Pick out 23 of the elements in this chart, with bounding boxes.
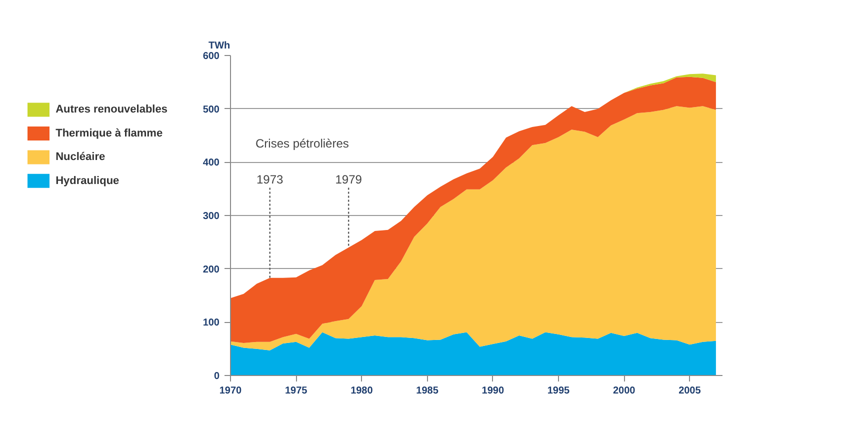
- x-tick-label: 2000: [612, 386, 636, 396]
- legend-label: Hydraulique: [56, 174, 120, 187]
- x-tick-label: 1975: [284, 386, 308, 396]
- x-tick-label: 1980: [350, 386, 374, 396]
- y-axis-title: TWh: [208, 40, 230, 52]
- ref-line-label: 1979: [335, 172, 362, 186]
- y-tick-label: 0: [214, 371, 220, 382]
- y-tick-label: 300: [202, 211, 220, 222]
- y-tick-label: 200: [202, 264, 220, 276]
- annotation: Crises pétrolières: [256, 136, 349, 150]
- legend-label: Autres renouvelables: [56, 104, 168, 116]
- ref-line-label: 1973: [256, 172, 284, 186]
- y-tick-label: 500: [202, 104, 220, 116]
- x-tick-label: 1985: [416, 386, 439, 396]
- legend-label: Thermique à flamme: [56, 127, 163, 140]
- y-tick-label: 600: [202, 51, 220, 62]
- y-tick-label: 400: [202, 158, 220, 169]
- y-tick-label: 100: [202, 318, 220, 329]
- x-tick-label: 1995: [547, 386, 570, 396]
- x-tick-label: 2005: [678, 386, 702, 396]
- legend-label: Nucléaire: [56, 151, 106, 164]
- x-tick-label: 1970: [219, 386, 242, 396]
- x-tick-label: 1990: [482, 386, 504, 396]
